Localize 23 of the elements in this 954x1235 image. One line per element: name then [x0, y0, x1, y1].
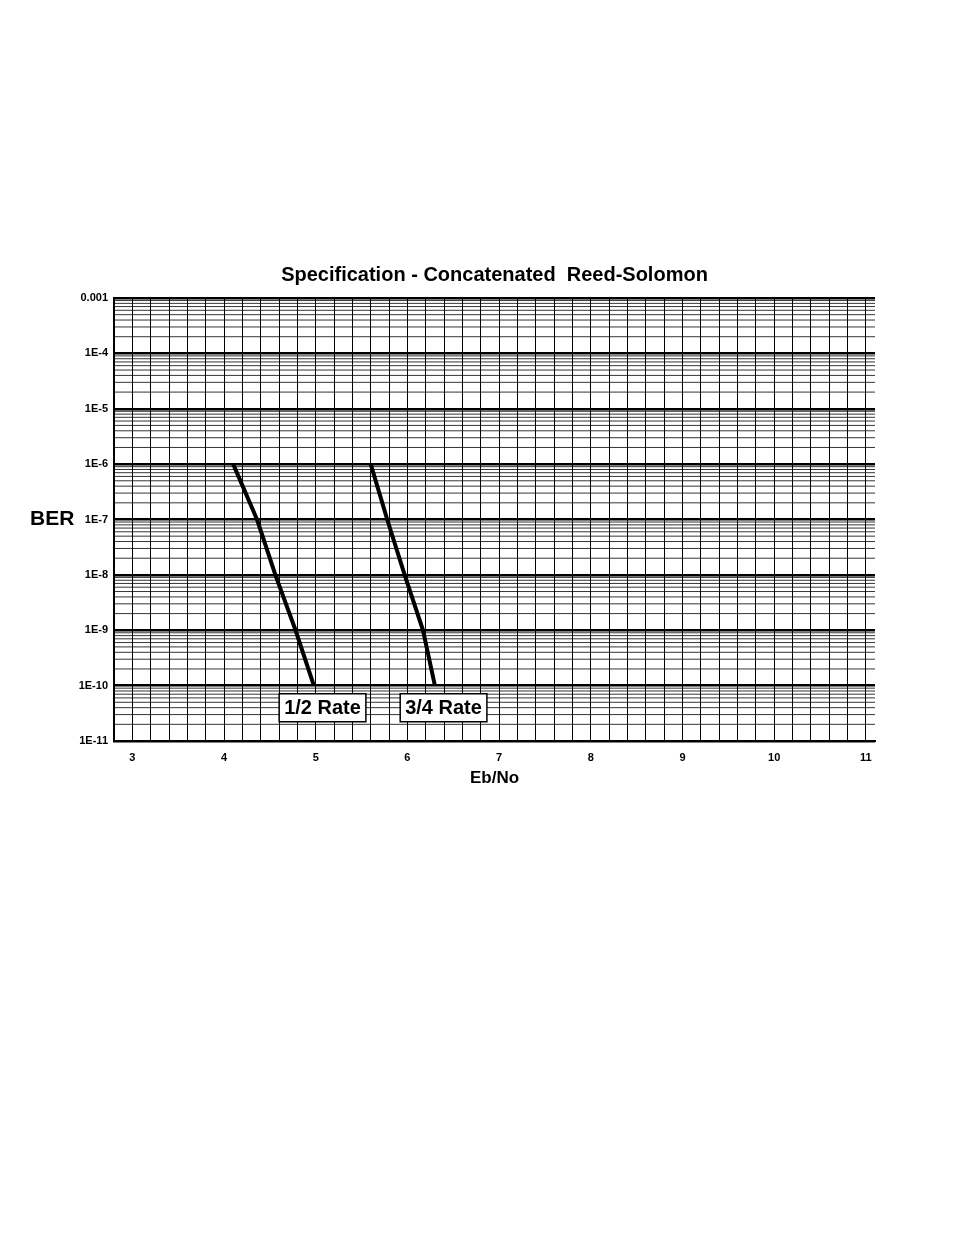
y-tick-label: 1E-9	[84, 623, 109, 636]
series-label: 1/2 Rate	[284, 696, 361, 719]
x-tick-label: 11	[860, 751, 872, 764]
x-tick-label: 3	[129, 751, 136, 764]
legend-label: 3/4 Rate	[405, 696, 482, 719]
chart-title: Specification - Concatenated Reed-Solomon	[281, 262, 708, 285]
y-axis-title: BER	[30, 506, 75, 530]
y-tick-label: 1E-8	[84, 567, 109, 580]
x-tick-label: 9	[679, 751, 686, 764]
y-tick-label: 1E-11	[79, 734, 108, 747]
y-tick-label: 0.001	[80, 291, 108, 304]
x-tick-label: 6	[404, 751, 411, 764]
y-tick-label: 1E-4	[84, 346, 109, 359]
y-tick-label: 1E-10	[78, 678, 109, 691]
y-tick-label: 1E-7	[84, 512, 109, 525]
x-tick-label: 7	[496, 751, 503, 764]
y-tick-label: 1E-5	[84, 401, 109, 414]
x-axis-title: Eb/No	[469, 767, 520, 787]
y-tick-label: 1E-6	[84, 457, 109, 470]
x-tick-label: 10	[768, 751, 781, 764]
x-tick-label: 5	[312, 751, 319, 764]
x-tick-label: 4	[220, 751, 228, 764]
x-tick-label: 8	[587, 751, 594, 764]
